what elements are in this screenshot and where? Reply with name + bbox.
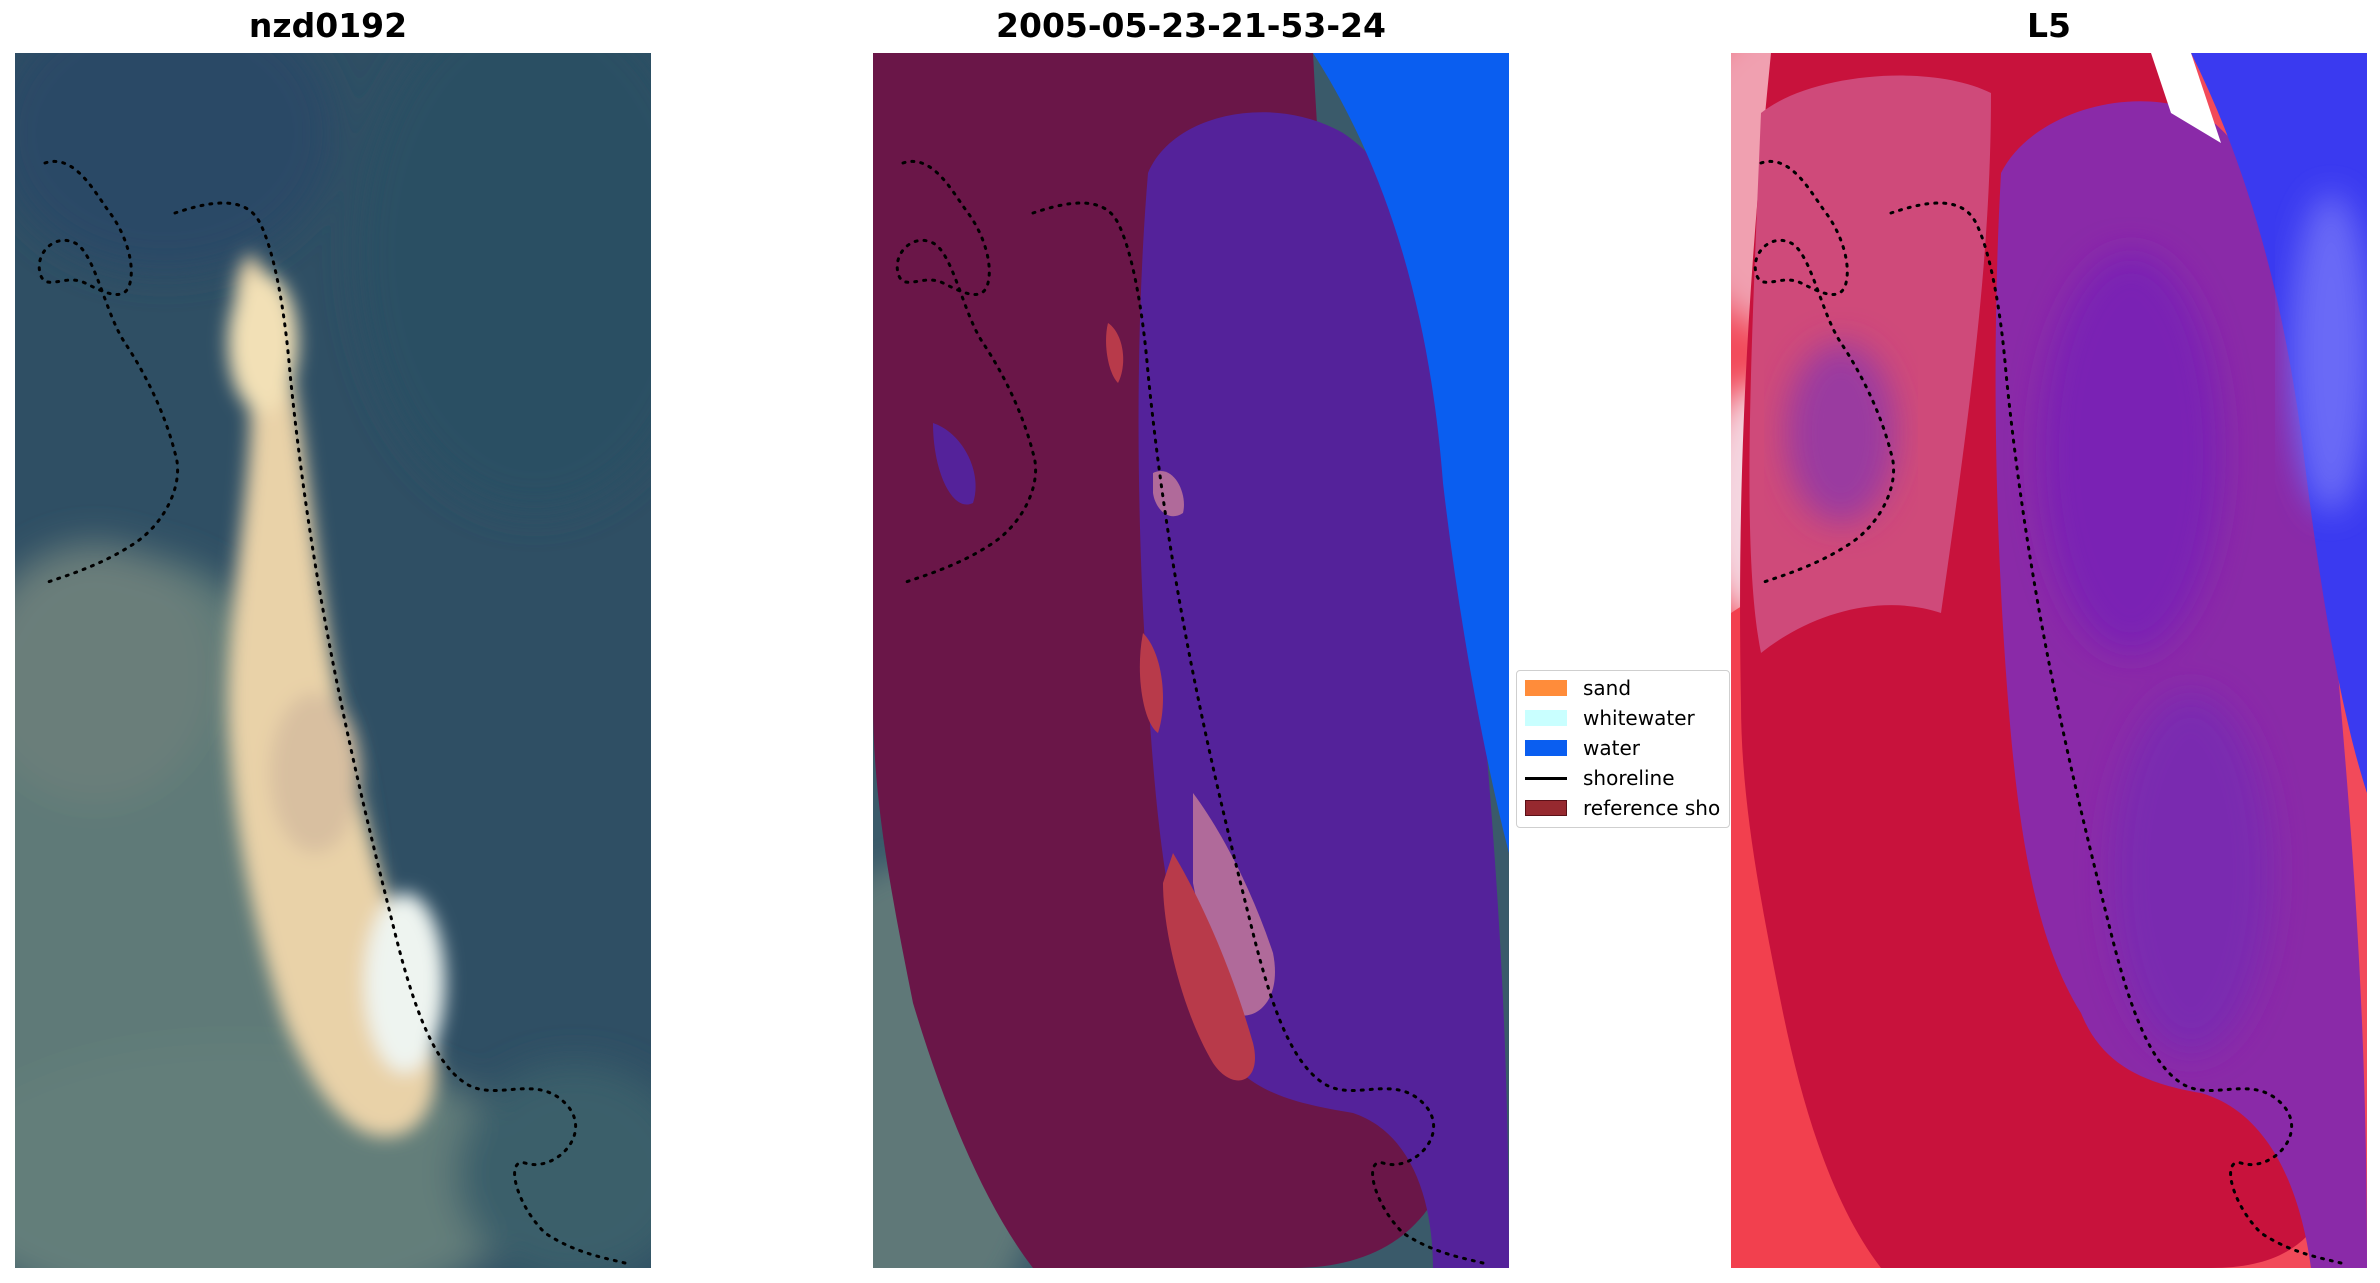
legend-item-sand: sand: [1525, 676, 1632, 700]
shoreline-trace: [1753, 159, 2343, 1265]
legend-label-shoreline: shoreline: [1583, 766, 1675, 790]
classification-image: [873, 53, 1509, 1268]
legend-label-sand: sand: [1583, 676, 1632, 700]
panel-title-classification: 2005-05-23-21-53-24: [996, 6, 1386, 45]
legend-item-water: water: [1525, 736, 1640, 760]
shoreline-trace: [895, 159, 1485, 1265]
legend-item-whitewater: whitewater: [1525, 706, 1695, 730]
legend-swatch-water: [1525, 740, 1567, 756]
rgb-image-panel: [15, 53, 651, 1268]
legend-label-whitewater: whitewater: [1583, 706, 1695, 730]
legend-line-shoreline: [1525, 776, 1567, 780]
legend-item-reference-shoreline: reference sho: [1525, 796, 1721, 820]
index-panel: [1731, 53, 2367, 1268]
legend-swatch-whitewater: [1525, 710, 1567, 726]
legend-label-water: water: [1583, 736, 1640, 760]
legend-label-reference-shoreline: reference sho: [1583, 796, 1721, 820]
rgb-satellite-image: [15, 53, 651, 1268]
legend-item-shoreline: shoreline: [1525, 766, 1675, 790]
legend-swatch-sand: [1525, 680, 1567, 696]
legend: sand whitewater water shoreline referenc…: [1516, 670, 1730, 828]
panel-title-rgb: nzd0192: [248, 6, 408, 45]
index-image: [1731, 53, 2367, 1268]
panel-title-index: L5: [2027, 6, 2071, 45]
shoreline-trace: [37, 159, 627, 1265]
classification-panel: [873, 53, 1509, 1268]
legend-swatch-reference-shoreline: [1525, 800, 1567, 816]
